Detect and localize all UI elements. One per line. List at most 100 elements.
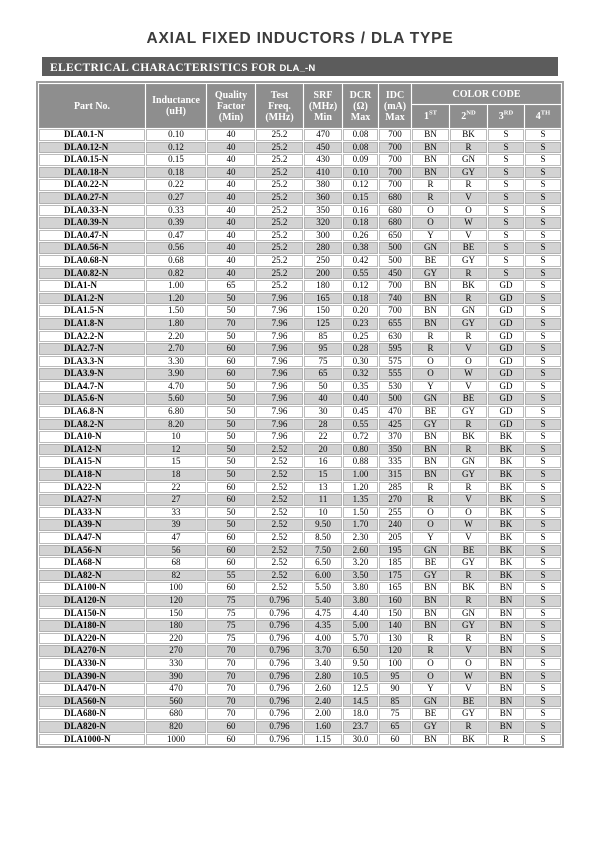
inductance-cell: 1.20 — [146, 292, 206, 305]
color-3rd-cell: S — [488, 267, 524, 280]
color-2nd-cell: GY — [450, 317, 487, 330]
color-1st-cell: BN — [412, 431, 449, 443]
color-2nd-cell: GN — [450, 305, 487, 317]
table-row: DLA0.82-N 0.82 40 25.2 200 0.55 450 GY R S S — [39, 267, 561, 280]
color-3rd-cell: GD — [488, 393, 524, 406]
table-row: DLA39-N 39 50 2.52 9.50 1.70 240 O W BK S — [39, 519, 561, 531]
color-4th-cell: S — [525, 191, 561, 204]
quality-factor-cell: 65 — [207, 280, 255, 292]
inductance-cell: 560 — [146, 695, 206, 708]
table-row: DLA3.3-N 3.30 60 7.96 75 0.30 575 O O GD S — [39, 355, 561, 368]
color-4th-cell: S — [525, 456, 561, 469]
color-3rd-cell: BN — [488, 720, 524, 733]
srf-cell: 6.00 — [304, 569, 342, 582]
srf-cell: 3.40 — [304, 657, 342, 670]
idc-cell: 95 — [379, 670, 411, 683]
quality-factor-cell: 60 — [207, 733, 255, 746]
inductance-cell: 18 — [146, 469, 206, 481]
idc-cell: 680 — [379, 204, 411, 217]
idc-cell: 285 — [379, 481, 411, 494]
idc-cell: 315 — [379, 469, 411, 481]
col-header-test-freq: Test Freq. (MHz) — [256, 84, 303, 128]
color-1st-cell: BN — [412, 129, 449, 141]
part-no-cell: DLA2.7-N — [39, 343, 145, 355]
test-freq-cell: 7.96 — [256, 418, 303, 431]
color-4th-cell: S — [525, 720, 561, 733]
color-1st-cell: BN — [412, 305, 449, 317]
part-no-cell: DLA8.2-N — [39, 418, 145, 431]
inductance-cell: 27 — [146, 494, 206, 506]
idc-cell: 500 — [379, 242, 411, 254]
srf-cell: 470 — [304, 129, 342, 141]
color-3rd-cell: BK — [488, 481, 524, 494]
part-no-cell: DLA15-N — [39, 456, 145, 469]
color-3rd-cell: GD — [488, 317, 524, 330]
color-3rd-cell: BK — [488, 469, 524, 481]
quality-factor-cell: 60 — [207, 343, 255, 355]
idc-cell: 165 — [379, 582, 411, 594]
color-2nd-cell: BE — [450, 393, 487, 406]
srf-cell: 8.50 — [304, 532, 342, 544]
color-4th-cell: S — [525, 229, 561, 242]
color-2nd-cell: W — [450, 670, 487, 683]
color-3rd-cell: BK — [488, 456, 524, 469]
idc-cell: 120 — [379, 645, 411, 657]
color-1st-cell: R — [412, 645, 449, 657]
srf-cell: 2.40 — [304, 695, 342, 708]
color-1st-cell: BN — [412, 733, 449, 746]
color-1st-cell: BE — [412, 406, 449, 418]
color-4th-cell: S — [525, 607, 561, 620]
inductance-cell: 82 — [146, 569, 206, 582]
srf-cell: 410 — [304, 166, 342, 179]
idc-cell: 90 — [379, 683, 411, 695]
table-row: DLA8.2-N 8.20 50 7.96 28 0.55 425 GY R GD S — [39, 418, 561, 431]
table-row: DLA22-N 22 60 2.52 13 1.20 285 R R BK S — [39, 481, 561, 494]
srf-cell: 9.50 — [304, 519, 342, 531]
part-no-cell: DLA100-N — [39, 582, 145, 594]
color-1st-cell: GY — [412, 418, 449, 431]
col-header-color-1st: 1ST — [412, 105, 449, 128]
color-4th-cell: S — [525, 544, 561, 557]
color-2nd-cell: V — [450, 343, 487, 355]
color-2nd-cell: V — [450, 191, 487, 204]
inductance-cell: 4.70 — [146, 380, 206, 393]
quality-factor-cell: 55 — [207, 569, 255, 582]
color-3rd-cell: BK — [488, 569, 524, 582]
idc-cell: 150 — [379, 607, 411, 620]
color-3rd-cell: GD — [488, 343, 524, 355]
quality-factor-cell: 50 — [207, 292, 255, 305]
color-3rd-cell: BN — [488, 645, 524, 657]
inductance-cell: 0.68 — [146, 254, 206, 267]
dcr-cell: 23.7 — [343, 720, 378, 733]
part-no-cell: DLA680-N — [39, 708, 145, 720]
color-3rd-cell: S — [488, 217, 524, 229]
test-freq-cell: 2.52 — [256, 456, 303, 469]
test-freq-cell: 7.96 — [256, 380, 303, 393]
quality-factor-cell: 50 — [207, 330, 255, 343]
inductance-cell: 0.15 — [146, 154, 206, 166]
test-freq-cell: 7.96 — [256, 343, 303, 355]
color-2nd-cell: GN — [450, 456, 487, 469]
test-freq-cell: 25.2 — [256, 242, 303, 254]
color-3rd-cell: S — [488, 204, 524, 217]
inductance-cell: 56 — [146, 544, 206, 557]
color-1st-cell: GN — [412, 544, 449, 557]
ordinal-base: 4 — [535, 111, 541, 122]
part-no-cell: DLA0.47-N — [39, 229, 145, 242]
test-freq-cell: 7.96 — [256, 431, 303, 443]
color-4th-cell: S — [525, 280, 561, 292]
color-1st-cell: R — [412, 343, 449, 355]
dcr-cell: 0.32 — [343, 368, 378, 380]
srf-cell: 250 — [304, 254, 342, 267]
dcr-cell: 18.0 — [343, 708, 378, 720]
test-freq-cell: 0.796 — [256, 594, 303, 607]
dcr-cell: 0.88 — [343, 456, 378, 469]
quality-factor-cell: 70 — [207, 645, 255, 657]
srf-cell: 280 — [304, 242, 342, 254]
quality-factor-cell: 40 — [207, 191, 255, 204]
inductance-cell: 5.60 — [146, 393, 206, 406]
part-no-cell: DLA10-N — [39, 431, 145, 443]
color-1st-cell: BN — [412, 280, 449, 292]
srf-cell: 28 — [304, 418, 342, 431]
test-freq-cell: 0.796 — [256, 733, 303, 746]
